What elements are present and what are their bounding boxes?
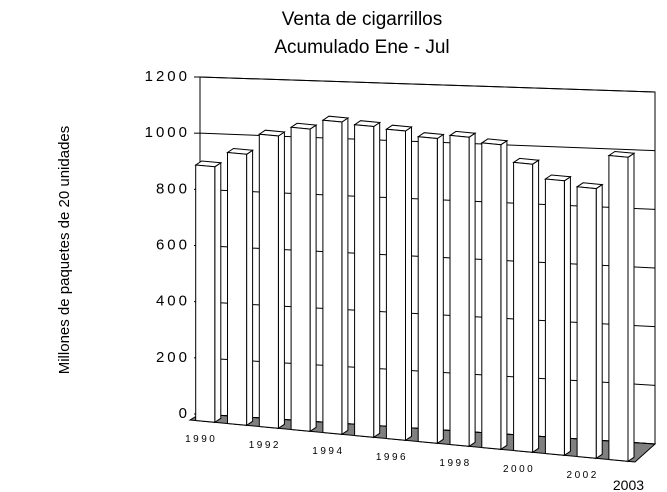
bar	[417, 136, 438, 444]
bar-side	[309, 124, 317, 433]
bar-side	[277, 131, 285, 430]
bar	[449, 134, 470, 447]
y-tick-label: 600	[156, 236, 190, 253]
x-tick-label: 1998	[439, 458, 471, 469]
x-tick-label: 1992	[249, 440, 281, 451]
x-tick-label: 2000	[503, 464, 535, 475]
bar	[354, 124, 375, 438]
grid-line	[199, 76, 656, 93]
bar	[576, 186, 597, 459]
bar-side	[436, 133, 444, 445]
bar	[290, 126, 311, 432]
y-tick-label: 800	[156, 180, 190, 197]
x-tick-label: 2002	[567, 470, 599, 481]
x-tick-label: 2003	[613, 477, 644, 492]
bar-side	[500, 139, 508, 451]
x-tick-label: 1996	[376, 452, 408, 463]
bar	[227, 151, 248, 426]
bar-side	[214, 161, 222, 424]
bar	[608, 154, 629, 462]
bar	[195, 164, 216, 423]
bar-side	[532, 159, 540, 454]
y-tick-label: 1200	[145, 68, 190, 85]
y-tick-label: 200	[156, 349, 190, 366]
y-tick-label: 1000	[145, 124, 190, 141]
bar-side	[563, 175, 571, 457]
y-axis-label: Millones de paquetes de 20 unidades	[56, 125, 73, 375]
y-tick-label: 400	[156, 293, 190, 310]
chart-subtitle: Acumulado Ene - Jul	[274, 37, 449, 58]
bar	[385, 128, 406, 441]
bar	[258, 133, 279, 429]
chart-title: Venta de cigarrillos	[282, 9, 443, 30]
bar-side	[373, 121, 381, 439]
bar	[544, 178, 565, 456]
x-tick-label: 1990	[185, 434, 217, 445]
bar-side	[246, 149, 254, 427]
bar-side	[627, 152, 635, 463]
bar-side	[595, 183, 603, 460]
bar	[513, 161, 534, 453]
bar-side	[468, 132, 476, 448]
y-tick-label: 0	[179, 405, 190, 422]
bar-side	[341, 117, 349, 436]
bar	[481, 142, 502, 450]
bar	[322, 119, 343, 435]
bar-side	[405, 126, 412, 442]
x-tick-label: 1994	[312, 446, 344, 457]
